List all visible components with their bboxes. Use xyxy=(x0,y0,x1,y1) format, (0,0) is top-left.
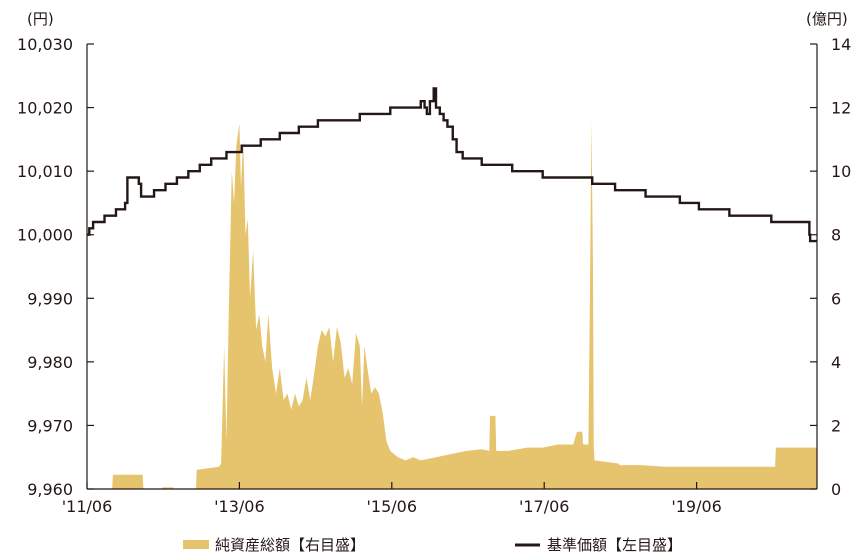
x-tick-label: '11/06 xyxy=(62,497,113,516)
right-axis-unit: (億円) xyxy=(806,10,848,28)
line-series xyxy=(87,87,817,243)
x-axis: '11/06 '13/06 '15/06 '17/06 '19/06 xyxy=(62,482,817,516)
right-tick-label: 2 xyxy=(831,416,841,435)
legend-swatch-area xyxy=(183,540,209,549)
legend: 純資産総額【右目盛】 基準価額【左目盛】 xyxy=(183,536,682,554)
left-tick-label: 10,030 xyxy=(17,35,73,54)
legend-item-area: 純資産総額【右目盛】 xyxy=(183,536,365,554)
legend-item-line: 基準価額【左目盛】 xyxy=(515,536,682,554)
x-tick-label: '19/06 xyxy=(671,497,722,516)
left-tick-label: 10,010 xyxy=(17,162,73,181)
left-tick-label: 9,960 xyxy=(27,480,73,499)
left-tick-label: 10,020 xyxy=(17,99,73,118)
net-assets-area xyxy=(87,120,817,489)
right-tick-label: 8 xyxy=(831,226,841,245)
left-tick-label: 9,980 xyxy=(27,353,73,372)
right-tick-label: 10 xyxy=(831,162,851,181)
x-tick-label: '15/06 xyxy=(367,497,418,516)
right-tick-label: 14 xyxy=(831,35,851,54)
right-tick-label: 12 xyxy=(831,99,851,118)
left-tick-label: 9,990 xyxy=(27,289,73,308)
left-axis-unit: (円) xyxy=(27,10,54,28)
right-axis: (億円) 0 2 4 6 8 10 12 14 xyxy=(806,10,851,499)
right-tick-label: 4 xyxy=(831,353,841,372)
legend-label-line: 基準価額【左目盛】 xyxy=(547,536,682,554)
nav-line xyxy=(87,87,817,243)
left-tick-label: 9,970 xyxy=(27,416,73,435)
area-series xyxy=(87,120,817,489)
x-tick-label: '13/06 xyxy=(214,497,265,516)
right-tick-label: 6 xyxy=(831,289,841,308)
right-tick-label: 0 xyxy=(831,480,841,499)
left-axis: (円) 9,960 9,970 9,980 9,990 10,000 10,010 10,0… xyxy=(17,10,94,499)
legend-label-area: 純資産総額【右目盛】 xyxy=(215,536,365,554)
x-tick-label: '17/06 xyxy=(519,497,570,516)
left-tick-label: 10,000 xyxy=(17,226,73,245)
